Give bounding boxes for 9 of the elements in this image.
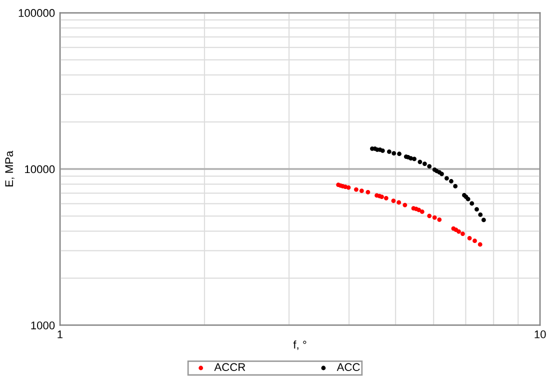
y-axis-title: E, MPa [5, 150, 14, 186]
x-tick-label: 1 [58, 330, 62, 338]
x-axis-title: f, ° [293, 340, 306, 350]
y-tick-label: 10000 [25, 165, 55, 174]
legend-label: ACCR [214, 363, 246, 372]
legend-label: ACC [336, 363, 360, 372]
y-tick-label: 100000 [18, 9, 55, 17]
y-tick-label: 1000 [31, 322, 55, 330]
x-tick-label: 10 [534, 330, 546, 338]
